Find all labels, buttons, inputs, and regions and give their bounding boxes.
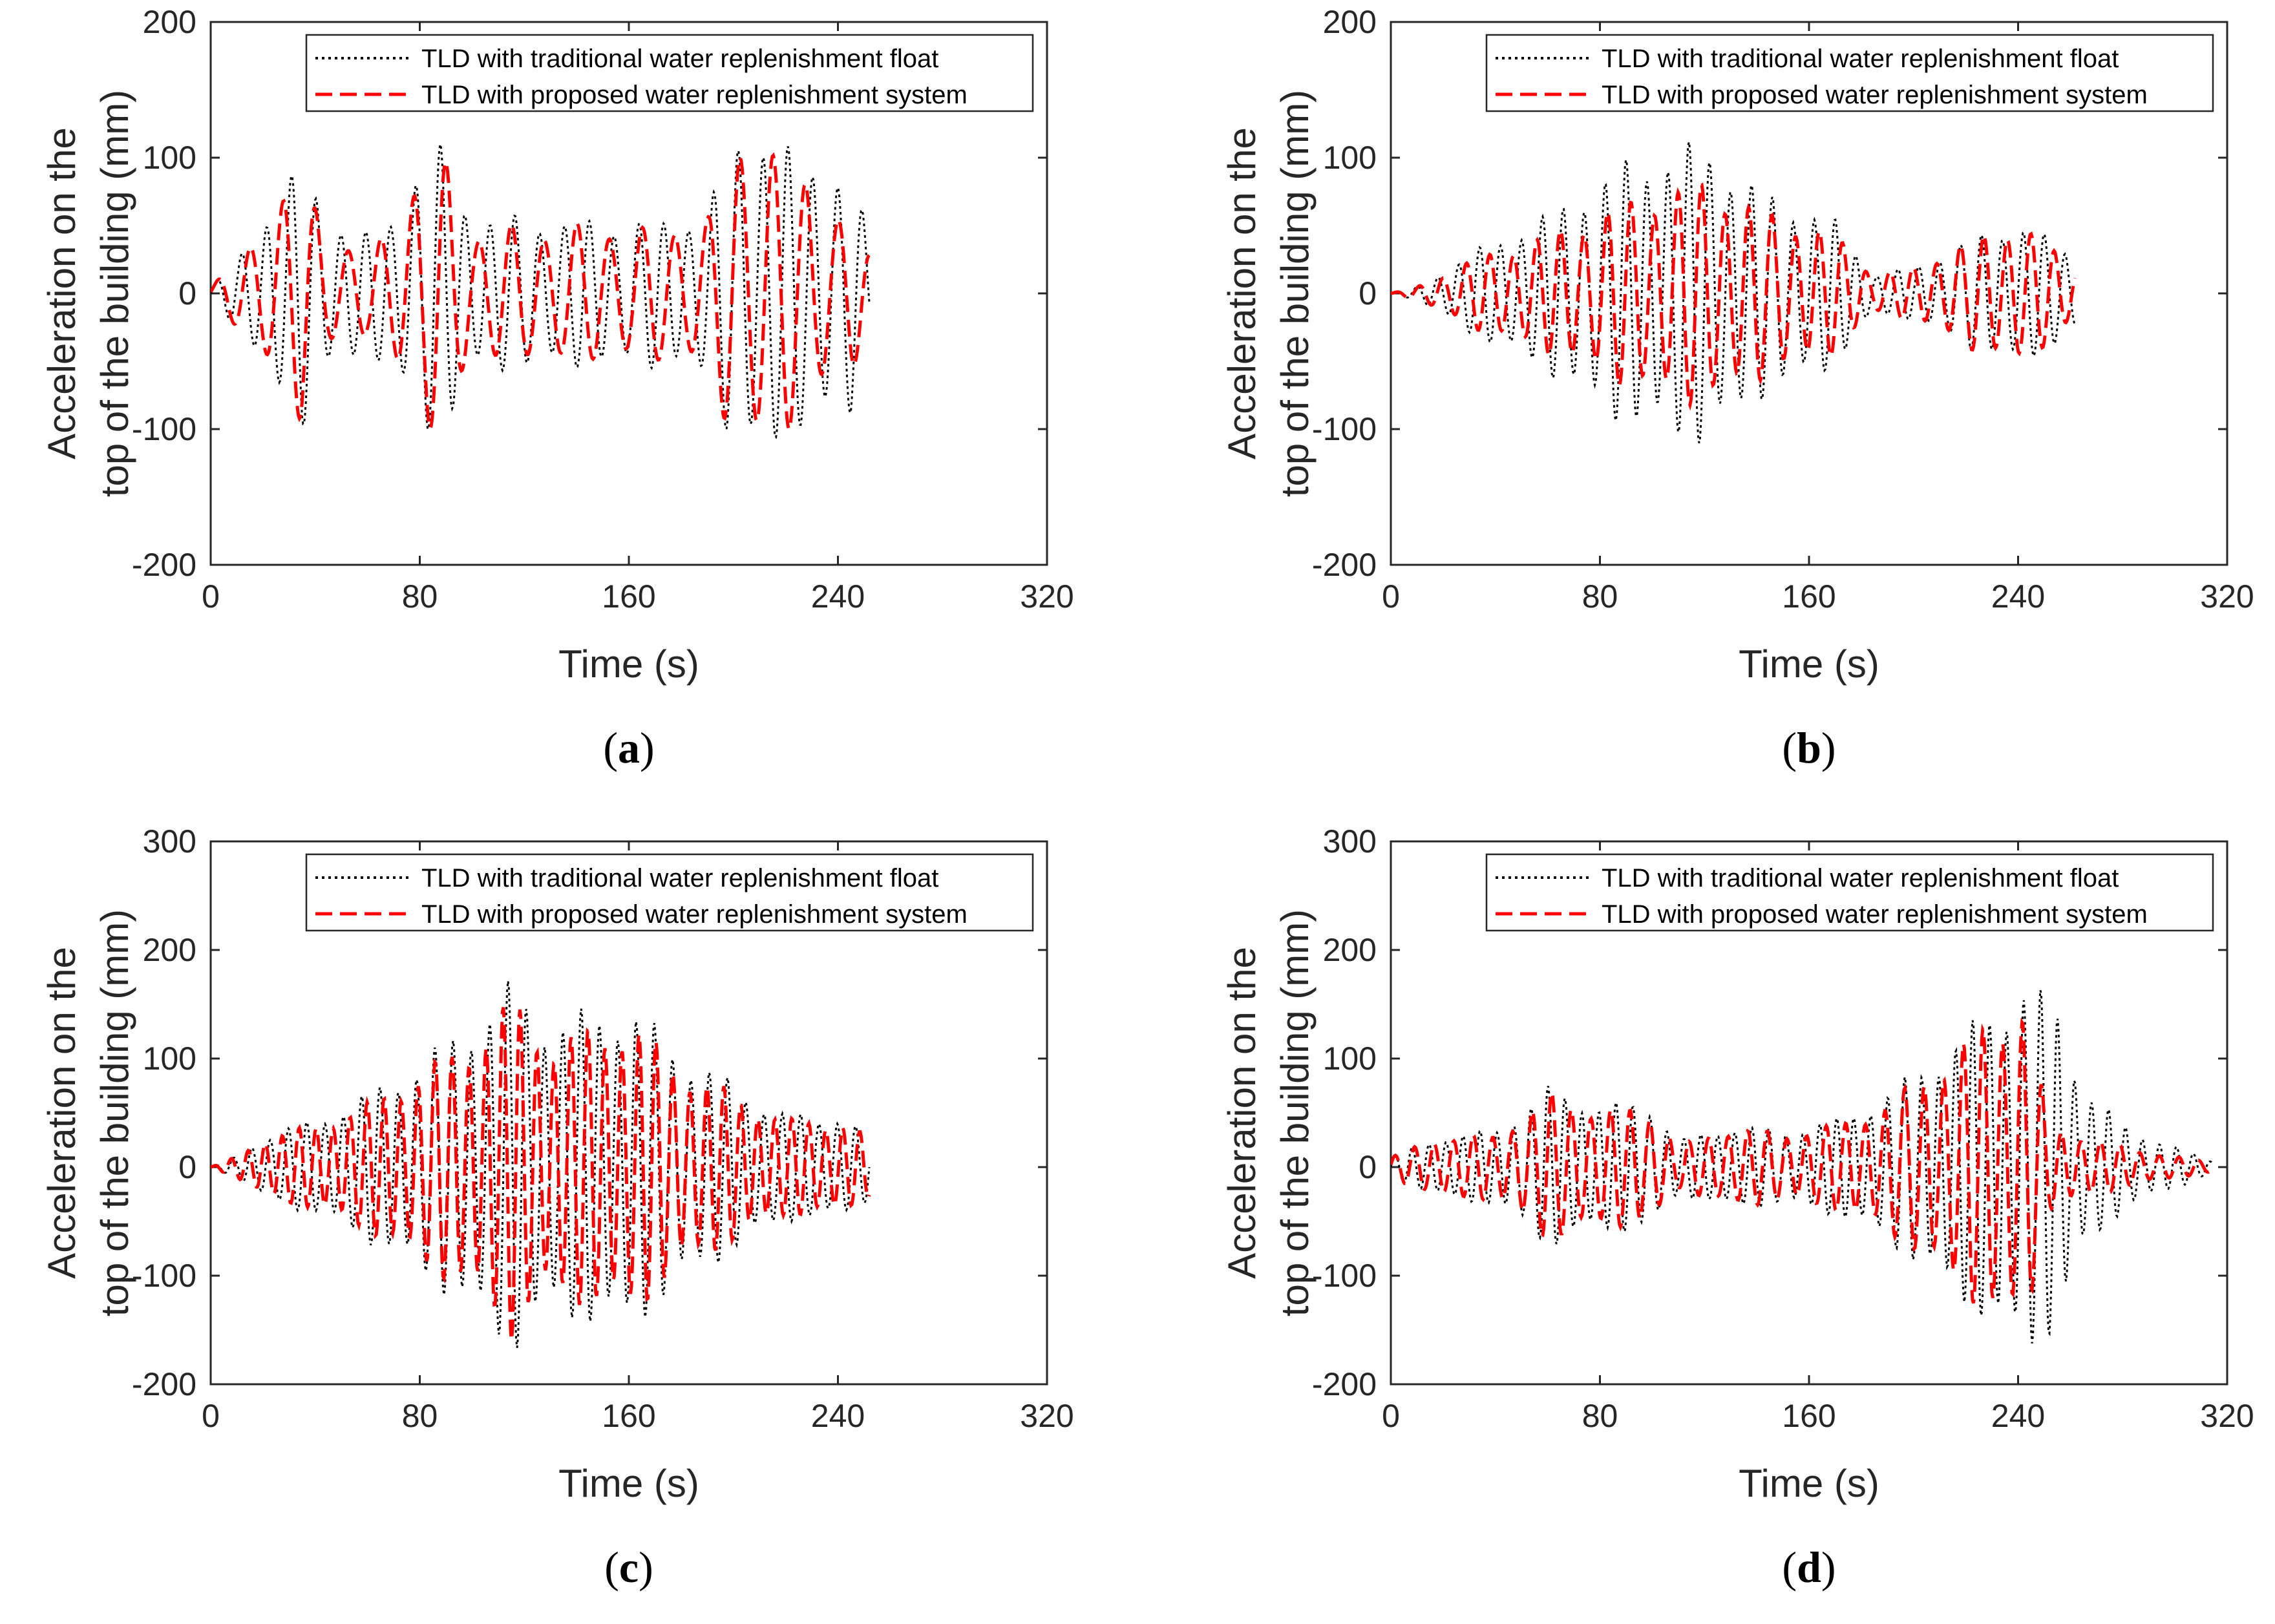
x-tick-label: 0: [1382, 1398, 1400, 1434]
y-tick-label: -100: [132, 1258, 196, 1294]
x-axis-label: Time (s): [558, 1462, 699, 1505]
x-tick-label: 320: [2200, 1398, 2254, 1434]
legend-box: [1485, 853, 2214, 932]
legend: TLD with traditional water replenishment…: [305, 34, 1034, 112]
chart-panel-a: 0 80 160 240 320 -200 -100 0 100 200 Time (s) Accel…: [40, 4, 1074, 772]
legend: TLD with traditional water replenishment…: [1485, 853, 2214, 932]
legend-box: [305, 853, 1034, 932]
y-axis-label-line2: top of the building (mm): [93, 909, 136, 1316]
panel-caption: (b): [1782, 723, 1836, 772]
legend-label-traditional: TLD with traditional water replenishment…: [421, 45, 938, 73]
plot-area: [1390, 840, 2228, 1386]
x-tick-label: 80: [1582, 578, 1618, 615]
legend-label-traditional: TLD with traditional water replenishment…: [1602, 864, 2119, 892]
y-tick-label: 0: [1359, 1149, 1377, 1185]
y-tick-label: 200: [143, 4, 196, 40]
panel-caption: (a): [603, 723, 654, 772]
panel-caption: (d): [1782, 1543, 1836, 1592]
x-tick-label: 240: [811, 578, 865, 615]
series-line-proposed: [211, 1007, 871, 1341]
y-tick-label: 100: [1323, 140, 1377, 176]
legend: TLD with traditional water replenishment…: [305, 853, 1034, 932]
x-tick-label: 0: [1382, 578, 1400, 615]
y-axis-label-line2: top of the building (mm): [1273, 90, 1317, 497]
x-tick-label: 160: [1782, 578, 1836, 615]
series-line-proposed: [1391, 1017, 2215, 1304]
legend-label-proposed: TLD with proposed water replenishment sy…: [421, 900, 968, 929]
y-tick-label: -200: [1312, 1366, 1377, 1402]
y-tick-label: 100: [143, 140, 196, 176]
x-tick-label: 240: [1991, 578, 2045, 615]
x-tick-label: 320: [2200, 578, 2254, 615]
y-axis-label-line2: top of the building (mm): [1273, 909, 1317, 1316]
y-tick-label: 200: [1323, 4, 1377, 40]
x-tick-label: 0: [202, 578, 220, 615]
legend-label-traditional: TLD with traditional water replenishment…: [421, 864, 938, 892]
y-tick-label: -200: [132, 1366, 196, 1402]
y-axis-label-line2: top of the building (mm): [93, 90, 136, 497]
chart-panel-b: 0 80 160 240 320 -200 -100 0 100 200 Time (s) Accel…: [1220, 4, 2254, 772]
plot-area: [209, 21, 1048, 566]
y-tick-label: 100: [143, 1040, 196, 1077]
x-tick-label: 320: [1020, 1398, 1074, 1434]
y-tick-label: 0: [178, 275, 196, 311]
y-tick-label: -200: [132, 547, 196, 583]
legend-label-proposed: TLD with proposed water replenishment sy…: [1602, 81, 2148, 109]
x-tick-label: 240: [1991, 1398, 2045, 1434]
x-tick-label: 160: [1782, 1398, 1836, 1434]
chart-panel-d: 0 80 160 240 320 -200 -100 0 100 200 300 Time (s) Ac…: [1220, 823, 2254, 1592]
x-tick-label: 240: [811, 1398, 865, 1434]
series-line-proposed: [211, 152, 871, 432]
legend-label-proposed: TLD with proposed water replenishment sy…: [421, 81, 968, 109]
legend: TLD with traditional water replenishment…: [1485, 34, 2214, 112]
x-tick-label: 80: [402, 1398, 438, 1434]
legend-label-traditional: TLD with traditional water replenishment…: [1602, 45, 2119, 73]
x-axis-label: Time (s): [1739, 642, 1879, 686]
y-tick-label: 100: [1323, 1040, 1377, 1077]
y-axis-label-line1: Acceleration on the: [40, 947, 83, 1279]
panel-caption: (c): [604, 1543, 653, 1592]
series-line-proposed: [1391, 182, 2077, 411]
y-axis-label-line1: Acceleration on the: [1220, 947, 1264, 1279]
x-axis-label: Time (s): [558, 642, 699, 686]
series-line-traditional: [1391, 142, 2077, 443]
y-tick-label: -200: [1312, 547, 1377, 583]
y-tick-label: 300: [143, 823, 196, 859]
series-line-traditional: [211, 980, 871, 1348]
x-tick-label: 80: [1582, 1398, 1618, 1434]
y-tick-label: 200: [143, 932, 196, 968]
legend-box: [305, 34, 1034, 112]
legend-box: [1485, 34, 2214, 112]
x-tick-label: 160: [602, 578, 655, 615]
y-tick-label: 0: [178, 1149, 196, 1185]
y-axis-label-line1: Acceleration on the: [1220, 127, 1264, 459]
legend-label-proposed: TLD with proposed water replenishment sy…: [1602, 900, 2148, 929]
y-tick-label: 300: [1323, 823, 1377, 859]
x-tick-label: 80: [402, 578, 438, 615]
chart-panel-c: 0 80 160 240 320 -200 -100 0 100 200 300 Time (s) Ac…: [40, 823, 1074, 1592]
y-axis-label-line1: Acceleration on the: [40, 127, 83, 459]
x-tick-label: 0: [202, 1398, 220, 1434]
series-line-traditional: [211, 143, 871, 439]
y-tick-label: 200: [1323, 932, 1377, 968]
x-tick-label: 320: [1020, 578, 1074, 615]
y-tick-label: 0: [1359, 275, 1377, 311]
y-tick-label: -100: [132, 411, 196, 447]
y-tick-label: -100: [1312, 1258, 1377, 1294]
y-tick-label: -100: [1312, 411, 1377, 447]
x-tick-label: 160: [602, 1398, 655, 1434]
x-axis-label: Time (s): [1739, 1462, 1879, 1505]
